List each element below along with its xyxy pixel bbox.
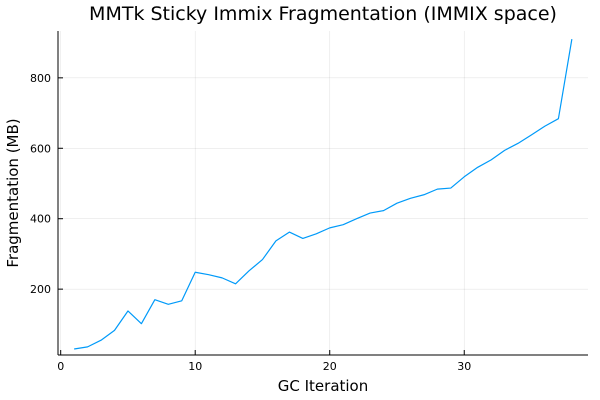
y-tick-label: 200 <box>30 283 51 296</box>
axes <box>57 31 588 356</box>
y-tick-label: 800 <box>30 72 51 85</box>
tick-labels: 0 10 20 30 200 400 600 800 <box>30 72 471 373</box>
x-tick-label: 0 <box>57 360 64 373</box>
series-line <box>74 39 573 350</box>
x-tick-label: 10 <box>188 360 202 373</box>
x-axis-label: GC Iteration <box>278 377 369 395</box>
grid-lines <box>58 31 588 355</box>
y-axis-label: Fragmentation (MB) <box>4 118 22 267</box>
y-tick-label: 600 <box>30 142 51 155</box>
x-tick-label: 20 <box>323 360 337 373</box>
x-tick-label: 30 <box>457 360 471 373</box>
series <box>74 39 573 350</box>
y-tick-label: 400 <box>30 213 51 226</box>
chart-title: MMTk Sticky Immix Fragmentation (IMMIX s… <box>89 3 557 25</box>
